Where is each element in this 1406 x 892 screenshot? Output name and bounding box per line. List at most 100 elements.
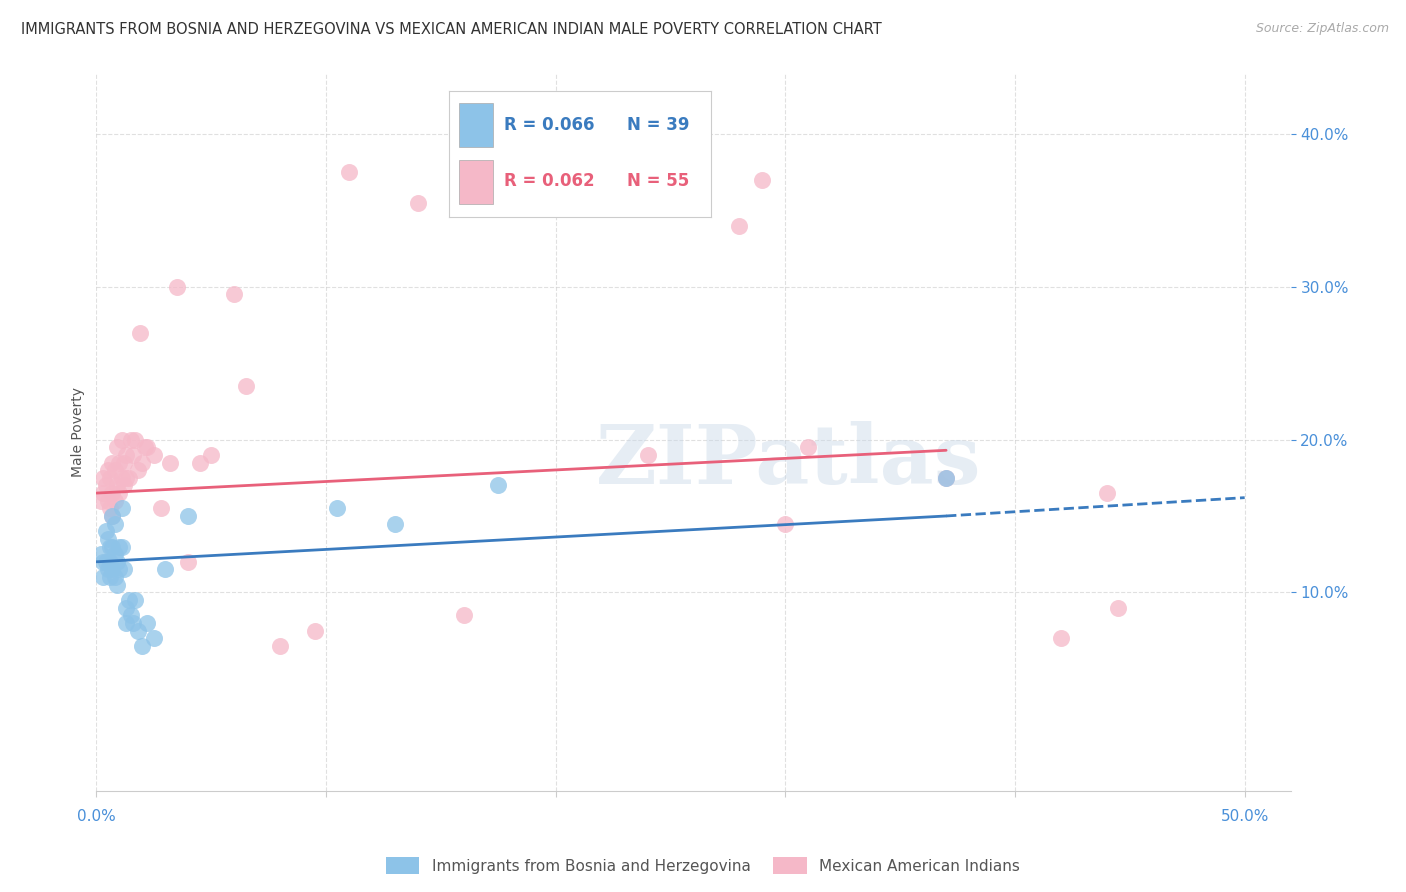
Point [235,379,257,393]
Point [98,570,121,584]
Point [105,440,128,454]
Point [486,478,509,492]
Point [142,448,165,462]
Text: Source: ZipAtlas.com: Source: ZipAtlas.com [1256,22,1389,36]
Point [101,562,124,576]
Legend: Immigrants from Bosnia and Herzegovina, Mexican American Indians: Immigrants from Bosnia and Herzegovina, … [380,851,1026,880]
Point [94,555,117,569]
Point [131,456,153,470]
Point [149,501,172,516]
Point [406,195,429,210]
Point [91,486,114,500]
Point [105,555,128,569]
Point [124,433,146,447]
Point [1050,631,1073,645]
Point [269,639,291,653]
Point [110,540,132,554]
Point [127,463,149,477]
Point [166,280,188,294]
Point [131,639,153,653]
Point [326,501,349,516]
Point [101,508,124,523]
Point [115,471,138,485]
Point [797,440,820,454]
Point [112,562,135,576]
Point [98,555,121,569]
Point [751,173,773,187]
Point [124,593,146,607]
Text: 50.0%: 50.0% [1220,809,1268,824]
Point [384,516,406,531]
Point [104,547,127,561]
Point [122,448,145,462]
Point [90,493,112,508]
Point [127,624,149,638]
Point [105,578,128,592]
Point [98,471,121,485]
Text: 0.0%: 0.0% [77,809,115,824]
Point [101,508,124,523]
Point [122,615,145,630]
Point [94,524,117,539]
Text: ZIPatlas: ZIPatlas [596,421,981,500]
Point [97,463,120,477]
Point [304,624,326,638]
Point [101,456,124,470]
Point [155,562,177,576]
Point [1095,486,1118,500]
Point [159,456,181,470]
Point [135,615,157,630]
Point [935,471,957,485]
Point [110,471,132,485]
Point [104,493,127,508]
Point [177,508,200,523]
Point [224,287,246,301]
Point [117,593,139,607]
Point [775,516,797,531]
Point [105,478,128,492]
Point [97,562,120,576]
Point [200,448,222,462]
Point [134,440,156,454]
Point [108,562,131,576]
Point [97,532,120,546]
Point [101,486,124,500]
Point [101,540,124,554]
Point [637,448,659,462]
Point [115,600,138,615]
Point [108,456,131,470]
Point [91,555,114,569]
Point [728,219,751,233]
Point [115,448,138,462]
Point [120,433,142,447]
Point [115,615,138,630]
Point [90,547,112,561]
Point [117,471,139,485]
Point [177,555,200,569]
Point [91,570,114,584]
Point [104,463,127,477]
Point [188,456,211,470]
Point [935,471,957,485]
Point [120,608,142,623]
Point [94,478,117,492]
Point [98,540,121,554]
Point [110,501,132,516]
Point [453,608,475,623]
Point [104,570,127,584]
Point [97,493,120,508]
Point [104,516,127,531]
Point [98,501,121,516]
Point [337,165,360,179]
Point [142,631,165,645]
Point [129,326,152,340]
Point [110,433,132,447]
Point [112,456,135,470]
Y-axis label: Male Poverty: Male Poverty [72,387,86,477]
Point [112,478,135,492]
Text: IMMIGRANTS FROM BOSNIA AND HERZEGOVINA VS MEXICAN AMERICAN INDIAN MALE POVERTY C: IMMIGRANTS FROM BOSNIA AND HERZEGOVINA V… [21,22,882,37]
Point [108,486,131,500]
Point [91,471,114,485]
Point [108,540,131,554]
Point [135,440,157,454]
